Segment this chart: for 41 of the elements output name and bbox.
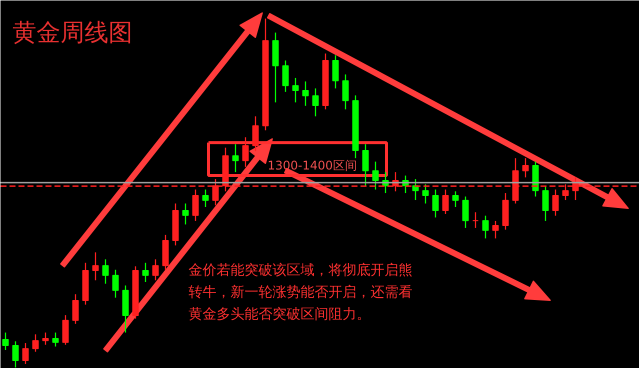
candlestick (362, 144, 369, 187)
candlestick (292, 77, 299, 103)
candlestick (22, 342, 29, 365)
candlestick (442, 188, 449, 215)
candlestick (202, 188, 209, 208)
candlestick (492, 220, 499, 239)
candlestick (552, 188, 559, 216)
candlestick (42, 332, 49, 346)
candlestick (182, 202, 189, 226)
candlestick (112, 269, 119, 298)
candlestick (302, 80, 309, 106)
candlestick (52, 332, 59, 348)
candlestick (32, 334, 39, 352)
candlestick (92, 252, 99, 281)
candlestick (472, 212, 479, 229)
candlestick (72, 294, 79, 324)
candlestick (62, 314, 69, 346)
candlestick (242, 136, 249, 168)
candlestick (152, 258, 159, 281)
candlestick (12, 340, 19, 368)
candlestick (282, 60, 289, 92)
candlestick (432, 188, 439, 218)
candlestick (142, 262, 149, 283)
candlestick (252, 116, 259, 152)
candlestick (232, 144, 239, 173)
candlestick (542, 185, 549, 222)
candlestick (482, 215, 489, 239)
candlestick (452, 190, 459, 208)
candlestick (332, 54, 339, 89)
annotation: 金价若能突破该区域，将彻底开启熊转牛，新一轮涨势能否开启，还需看黄金多头能否突破区间阻力。 (188, 262, 412, 322)
chart-title: 黄金周线图 (12, 20, 132, 47)
candlestick (342, 74, 349, 110)
candlestick (522, 158, 529, 178)
candlestick (2, 332, 9, 351)
candlestick (102, 258, 109, 284)
candlestick (422, 184, 429, 204)
annotation: 1300-1400区间 (268, 158, 357, 173)
candlestick (462, 196, 469, 229)
candlestick (192, 188, 199, 222)
candlestick (312, 88, 319, 117)
candlestick (372, 161, 379, 190)
